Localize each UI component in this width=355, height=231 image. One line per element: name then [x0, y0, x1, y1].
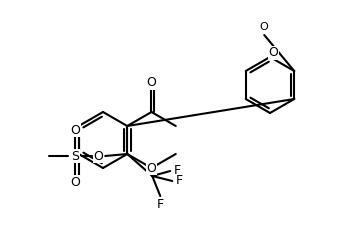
Text: O: O — [147, 76, 157, 89]
Text: O: O — [70, 124, 80, 137]
Text: F: F — [157, 198, 164, 210]
Text: F: F — [174, 164, 181, 177]
Text: O: O — [147, 161, 157, 174]
Text: O: O — [268, 46, 278, 60]
Text: F: F — [176, 174, 183, 188]
Text: O: O — [260, 22, 269, 32]
Text: S: S — [71, 149, 79, 162]
Text: O: O — [70, 176, 80, 188]
Text: O: O — [93, 149, 103, 162]
